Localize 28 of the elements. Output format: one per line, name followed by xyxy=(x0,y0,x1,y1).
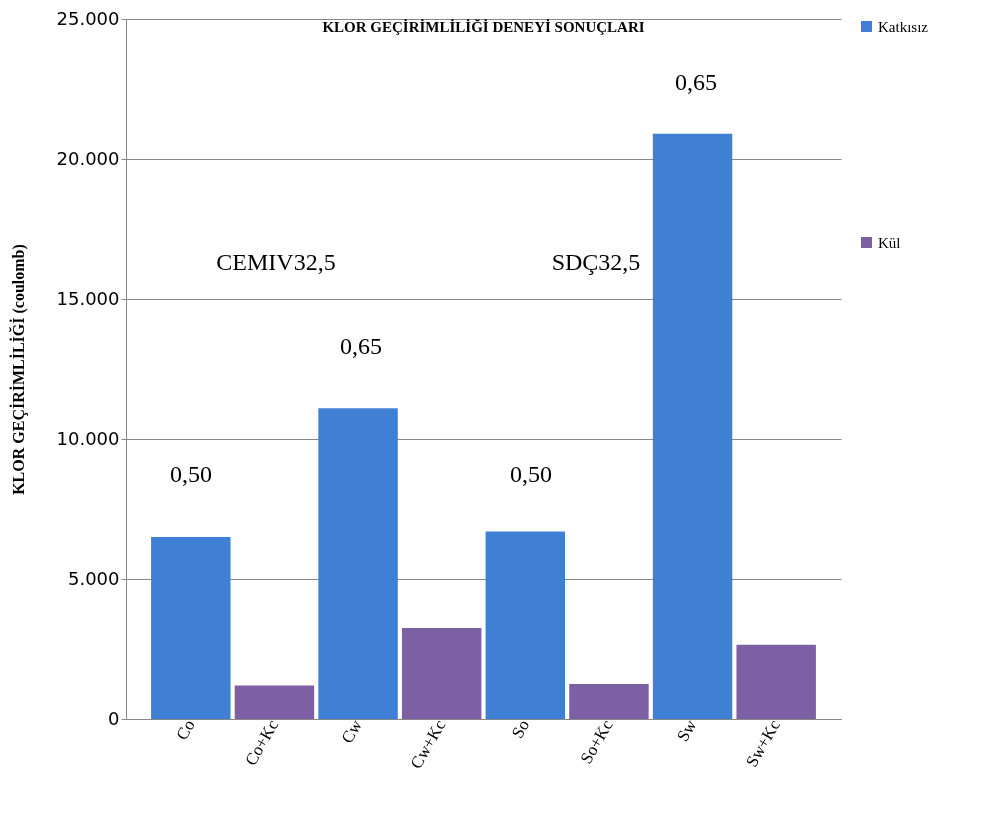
y-tick-label: 25.000 xyxy=(56,7,120,29)
y-tick-label: 5.000 xyxy=(67,567,120,589)
bar xyxy=(401,628,482,719)
bar xyxy=(151,537,231,719)
legend-label: Kül xyxy=(878,234,901,251)
annotation: SDÇ32,5 xyxy=(551,249,641,275)
x-tick-label: Co xyxy=(172,716,199,744)
annotation: 0,65 xyxy=(340,333,382,359)
bar xyxy=(652,133,733,719)
legend-label: Katkısız xyxy=(878,18,929,35)
annotation: 0,50 xyxy=(170,461,212,487)
annotation: 0,50 xyxy=(510,461,552,487)
y-tick-label: 0 xyxy=(108,707,120,729)
bar xyxy=(234,685,315,719)
annotation: 0,65 xyxy=(675,69,717,95)
y-tick-label: 20.000 xyxy=(56,147,120,169)
bar xyxy=(736,644,816,719)
y-axis-title: KLOR GEÇİRİMLİLİĞİ (coulomb) xyxy=(8,244,28,495)
x-tick-label: Sw xyxy=(673,715,701,745)
bar xyxy=(485,531,566,719)
y-tick-label: 10.000 xyxy=(56,427,120,449)
x-tick-label: Cw xyxy=(337,715,367,747)
y-tick-label: 15.000 xyxy=(56,287,120,309)
bar xyxy=(569,684,649,719)
x-tick-label: So xyxy=(507,716,534,742)
bar xyxy=(318,408,398,719)
annotation: CEMIV32,5 xyxy=(216,249,336,275)
chart-title: KLOR GEÇİRİMLİLİĞİ DENEYİ SONUÇLARI xyxy=(322,19,645,35)
